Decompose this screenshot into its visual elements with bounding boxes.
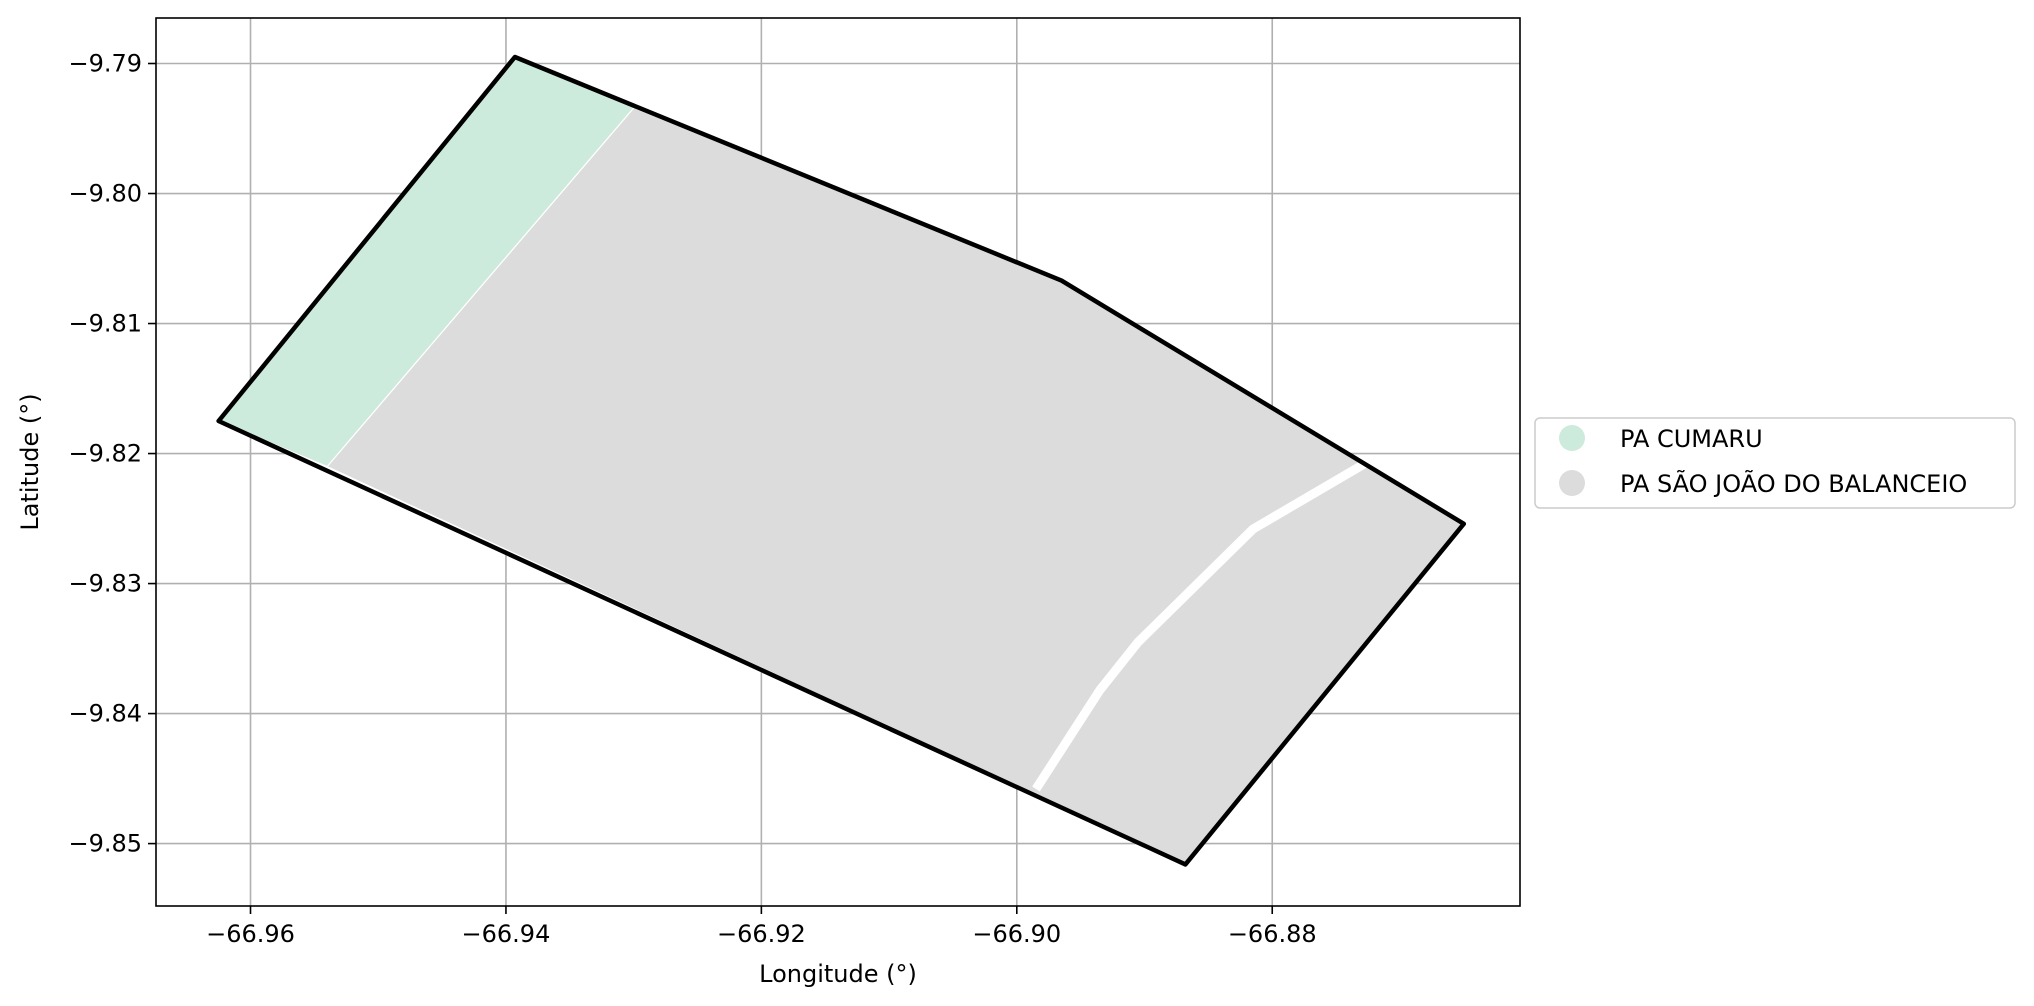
x-tick-label: −66.90	[972, 920, 1061, 948]
legend-label-pa-sao-joao-do-balanceio: PA SÃO JOÃO DO BALANCEIO	[1620, 468, 1967, 498]
legend: PA CUMARU PA SÃO JOÃO DO BALANCEIO	[1534, 417, 2016, 509]
legend-label-pa-cumaru: PA CUMARU	[1620, 425, 1763, 453]
y-axis-ticks: −9.79 −9.80 −9.81 −9.82 −9.83 −9.84 −9.85	[68, 50, 156, 858]
y-tick-label: −9.79	[68, 50, 142, 78]
outline-polygon	[216, 54, 1467, 867]
x-tick-label: −66.92	[717, 920, 806, 948]
y-tick-label: −9.85	[68, 830, 142, 858]
x-axis-ticks: −66.96 −66.94 −66.92 −66.90 −66.88	[206, 906, 1317, 948]
x-tick-label: −66.88	[1228, 920, 1317, 948]
y-tick-label: −9.83	[68, 570, 142, 598]
y-axis-label: Latitude (°)	[16, 393, 44, 530]
x-tick-label: −66.94	[462, 920, 551, 948]
road-line	[1032, 460, 1367, 792]
x-axis-label: Longitude (°)	[759, 960, 917, 988]
legend-marker-pa-cumaru	[1559, 425, 1585, 451]
boundary-outline	[216, 54, 1467, 867]
y-tick-label: −9.80	[68, 180, 142, 208]
x-tick-label: −66.96	[206, 920, 295, 948]
plot-frame	[155, 17, 1521, 907]
legend-frame	[1534, 417, 2016, 509]
y-tick-label: −9.82	[68, 440, 142, 468]
y-tick-label: −9.81	[68, 310, 142, 338]
y-tick-label: −9.84	[68, 700, 142, 728]
legend-marker-pa-sao-joao-do-balanceio	[1559, 470, 1585, 496]
